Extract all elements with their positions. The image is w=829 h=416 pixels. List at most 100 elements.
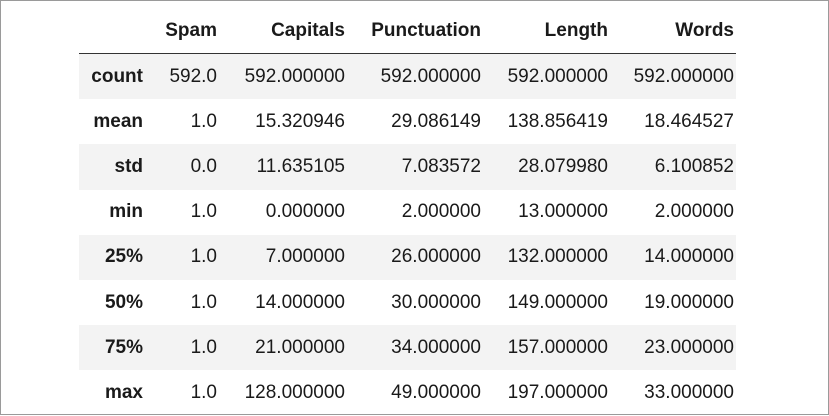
table-cell: 0.000000 bbox=[219, 190, 347, 235]
cell-value: 138.856419 bbox=[507, 110, 608, 132]
table-cell: 2.000000 bbox=[347, 190, 483, 235]
table-cell: 34.000000 bbox=[347, 325, 483, 371]
column-header-length: Length bbox=[483, 9, 610, 54]
table-row: 75% 1.0 21.000000 34.000000 157.000000 23.000… bbox=[79, 325, 736, 371]
header-row: Spam Capitals Punctuation Length Words bbox=[79, 9, 736, 54]
cell-value: 29.086149 bbox=[391, 110, 481, 132]
cell-value: 49.000000 bbox=[391, 381, 481, 403]
cell-value: 149.000000 bbox=[507, 291, 608, 313]
cell-value: 592.000000 bbox=[380, 65, 481, 87]
cell-value: 128.000000 bbox=[244, 381, 345, 403]
cell-value: 592.0 bbox=[169, 65, 217, 87]
cell-value: 197.000000 bbox=[507, 381, 608, 403]
table-cell: 18.464527 bbox=[610, 99, 736, 144]
table-cell: 592.000000 bbox=[219, 53, 347, 100]
cell-value: 2.000000 bbox=[401, 201, 481, 223]
table-row: 25% 1.0 7.000000 26.000000 132.000000 14.0000… bbox=[79, 234, 736, 280]
cell-value: 23.000000 bbox=[644, 336, 734, 358]
table-cell: 592.000000 bbox=[347, 53, 483, 100]
table-row: min 1.0 0.000000 2.000000 13.000000 2.000000 bbox=[79, 190, 736, 235]
cell-value: 7.083572 bbox=[401, 155, 481, 177]
row-index-text: std bbox=[114, 155, 144, 177]
index-header bbox=[79, 9, 145, 54]
table-row: std 0.0 11.635105 7.083572 28.079980 6.100852 bbox=[79, 144, 736, 190]
table-cell: 1.0 bbox=[145, 99, 219, 144]
cell-value: 592.000000 bbox=[507, 65, 608, 87]
cell-value: 21.000000 bbox=[255, 336, 345, 358]
table-header: Spam Capitals Punctuation Length Words bbox=[79, 9, 736, 54]
cell-value: 18.464527 bbox=[644, 110, 734, 132]
table-body: count 592.0 592.000000 592.000000 592.000000… bbox=[79, 53, 736, 416]
table-cell: 197.000000 bbox=[483, 370, 610, 415]
table-cell: 19.000000 bbox=[610, 280, 736, 325]
table-cell: 14.000000 bbox=[219, 280, 347, 325]
column-header-label: Words bbox=[675, 20, 734, 41]
row-index-label: 75% bbox=[79, 325, 145, 371]
table-row: mean 1.0 15.320946 29.086149 138.856419 18.46… bbox=[79, 99, 736, 144]
column-header-label: Length bbox=[544, 20, 608, 41]
table-cell: 13.000000 bbox=[483, 190, 610, 235]
cell-value: 1.0 bbox=[190, 110, 217, 132]
table-row: count 592.0 592.000000 592.000000 592.000000… bbox=[79, 53, 736, 100]
table-cell: 0.0 bbox=[145, 144, 219, 190]
row-index-label: 50% bbox=[79, 280, 145, 325]
table-cell: 11.635105 bbox=[219, 144, 347, 190]
row-index-text: 75% bbox=[104, 336, 143, 358]
table-cell: 1.0 bbox=[145, 370, 219, 415]
table-cell: 7.000000 bbox=[219, 234, 347, 280]
table-cell: 23.000000 bbox=[610, 325, 736, 371]
column-header-label: Capitals bbox=[271, 20, 345, 41]
table-cell: 138.856419 bbox=[483, 99, 610, 144]
column-header-punctuation: Punctuation bbox=[347, 9, 483, 54]
column-header-label: Spam bbox=[165, 20, 217, 41]
row-index-label: std bbox=[79, 144, 145, 190]
cell-value: 7.000000 bbox=[265, 246, 345, 268]
row-index-label: mean bbox=[79, 99, 145, 144]
cell-value: 157.000000 bbox=[507, 336, 608, 358]
table-cell: 21.000000 bbox=[219, 325, 347, 371]
cell-value: 6.100852 bbox=[654, 155, 734, 177]
row-index-text: mean bbox=[93, 110, 143, 132]
row-index-text: max bbox=[104, 381, 143, 403]
table-cell: 28.079980 bbox=[483, 144, 610, 190]
row-index-label: max bbox=[79, 370, 145, 415]
table-cell: 26.000000 bbox=[347, 234, 483, 280]
cell-value: 11.635105 bbox=[256, 155, 345, 177]
cell-value: 0.000000 bbox=[265, 201, 345, 223]
table-cell: 29.086149 bbox=[347, 99, 483, 144]
column-header-label: Punctuation bbox=[371, 20, 481, 41]
row-index-text: min bbox=[109, 201, 143, 223]
table-cell: 592.000000 bbox=[610, 53, 736, 100]
cell-value: 34.000000 bbox=[391, 336, 481, 358]
table-cell: 592.0 bbox=[145, 53, 219, 100]
table-cell: 30.000000 bbox=[347, 280, 483, 325]
column-header-capitals: Capitals bbox=[219, 9, 347, 54]
table-cell: 14.000000 bbox=[610, 234, 736, 280]
cell-value: 1.0 bbox=[190, 336, 217, 358]
cell-value: 14.000000 bbox=[644, 246, 734, 268]
table-cell: 157.000000 bbox=[483, 325, 610, 371]
table-cell: 2.000000 bbox=[610, 190, 736, 235]
table-row: max 1.0 128.000000 49.000000 197.000000 33.00… bbox=[79, 370, 736, 415]
table-cell: 1.0 bbox=[145, 280, 219, 325]
cell-value: 13.000000 bbox=[518, 201, 608, 223]
table-cell: 592.000000 bbox=[483, 53, 610, 100]
cell-value: 33.000000 bbox=[644, 381, 734, 403]
table-row: 50% 1.0 14.000000 30.000000 149.000000 19.000… bbox=[79, 280, 736, 325]
cell-value: 2.000000 bbox=[654, 201, 734, 223]
table-cell: 1.0 bbox=[145, 325, 219, 371]
cell-value: 15.320946 bbox=[255, 110, 345, 132]
cell-value: 1.0 bbox=[190, 201, 217, 223]
cell-value: 592.000000 bbox=[244, 65, 345, 87]
cell-value: 132.000000 bbox=[507, 246, 608, 268]
column-header-words: Words bbox=[610, 9, 736, 54]
table-cell: 132.000000 bbox=[483, 234, 610, 280]
cell-value: 592.000000 bbox=[633, 65, 734, 87]
table-cell: 49.000000 bbox=[347, 370, 483, 415]
table-cell: 128.000000 bbox=[219, 370, 347, 415]
table-cell: 33.000000 bbox=[610, 370, 736, 415]
column-header-spam: Spam bbox=[145, 9, 219, 54]
cell-value: 28.079980 bbox=[518, 155, 608, 177]
